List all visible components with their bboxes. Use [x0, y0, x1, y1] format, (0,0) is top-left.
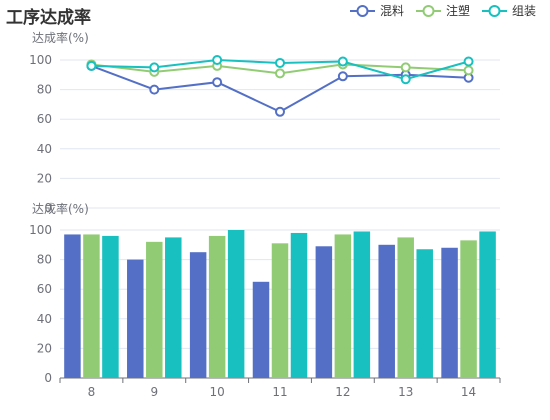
bar-注塑-8 — [83, 234, 100, 378]
legend-line-circle-icon — [481, 4, 507, 17]
point-混料-10 — [212, 77, 223, 88]
bar-混料-14 — [441, 247, 458, 378]
line-y-axis-label: 达成率(%) — [32, 30, 89, 45]
bar-混料-10 — [189, 252, 207, 378]
bar-x-tick-label: 10 — [210, 385, 225, 399]
bar-组装-13 — [416, 249, 433, 378]
legend-line-circle-icon — [415, 4, 441, 17]
point-组装-10 — [212, 55, 223, 65]
legend-item-0[interactable]: 混料 — [349, 2, 404, 19]
bar-y-tick-label: 0 — [44, 371, 52, 385]
bar-y-tick-label: 40 — [37, 312, 52, 326]
point-组装-14 — [463, 56, 474, 67]
bar-混料-12 — [315, 246, 333, 378]
line-y-tick-label: 0 — [44, 201, 52, 215]
bar-组装-12 — [353, 231, 371, 378]
chart-title: 工序达成率 — [6, 8, 91, 28]
point-组装-8 — [86, 60, 97, 71]
point-混料-11 — [275, 106, 285, 117]
bar-组装-14 — [479, 231, 496, 378]
point-组装-11 — [275, 57, 285, 68]
legend-item-2[interactable]: 组装 — [481, 2, 536, 19]
point-组装-12 — [337, 56, 348, 67]
legend-label: 注塑 — [445, 4, 470, 18]
bar-x-tick-label: 13 — [398, 385, 413, 399]
bar-组装-10 — [227, 230, 245, 378]
line-y-tick-label: 20 — [37, 171, 52, 185]
line-y-tick-label: 40 — [37, 142, 52, 156]
bar-x-tick-label: 9 — [150, 385, 158, 399]
bar-注塑-10 — [208, 235, 226, 378]
bar-注塑-14 — [460, 240, 477, 378]
bar-y-tick-label: 60 — [37, 282, 52, 296]
bar-混料-9 — [127, 259, 144, 378]
bar-y-tick-label: 20 — [37, 341, 52, 355]
point-注塑-11 — [275, 68, 285, 79]
legend-label: 混料 — [379, 4, 404, 18]
bar-组装-8 — [102, 235, 119, 378]
point-注塑-13 — [400, 62, 411, 73]
bar-注塑-12 — [334, 234, 352, 378]
bar-x-tick-label: 11 — [272, 385, 287, 399]
line-y-tick-label: 80 — [37, 83, 52, 97]
bar-x-tick-label: 12 — [335, 385, 350, 399]
bar-x-tick-label: 14 — [461, 385, 476, 399]
bar-y-axis-label: 达成率(%) — [32, 201, 89, 216]
point-组装-13 — [400, 74, 411, 85]
bar-注塑-13 — [397, 237, 414, 378]
point-混料-12 — [337, 71, 348, 82]
bar-y-tick-label: 100 — [29, 223, 52, 237]
bar-混料-8 — [64, 234, 81, 378]
bar-混料-11 — [252, 281, 270, 378]
legend: 混料 注塑 组装 — [349, 2, 536, 19]
legend-line-circle-icon — [349, 4, 375, 17]
legend-label: 组装 — [511, 4, 536, 18]
bar-混料-13 — [378, 244, 395, 378]
line-y-tick-label: 100 — [29, 53, 52, 67]
point-组装-9 — [149, 62, 160, 73]
bar-x-tick-label: 8 — [88, 385, 96, 399]
bar-y-tick-label: 80 — [37, 253, 52, 267]
bar-注塑-9 — [146, 241, 163, 378]
point-注塑-14 — [463, 65, 474, 76]
bar-注塑-11 — [271, 243, 289, 378]
bar-组装-11 — [290, 232, 308, 378]
line-y-tick-label: 60 — [37, 112, 52, 126]
legend-item-1[interactable]: 注塑 — [415, 2, 470, 19]
point-混料-9 — [149, 84, 160, 95]
bar-组装-9 — [165, 237, 182, 378]
